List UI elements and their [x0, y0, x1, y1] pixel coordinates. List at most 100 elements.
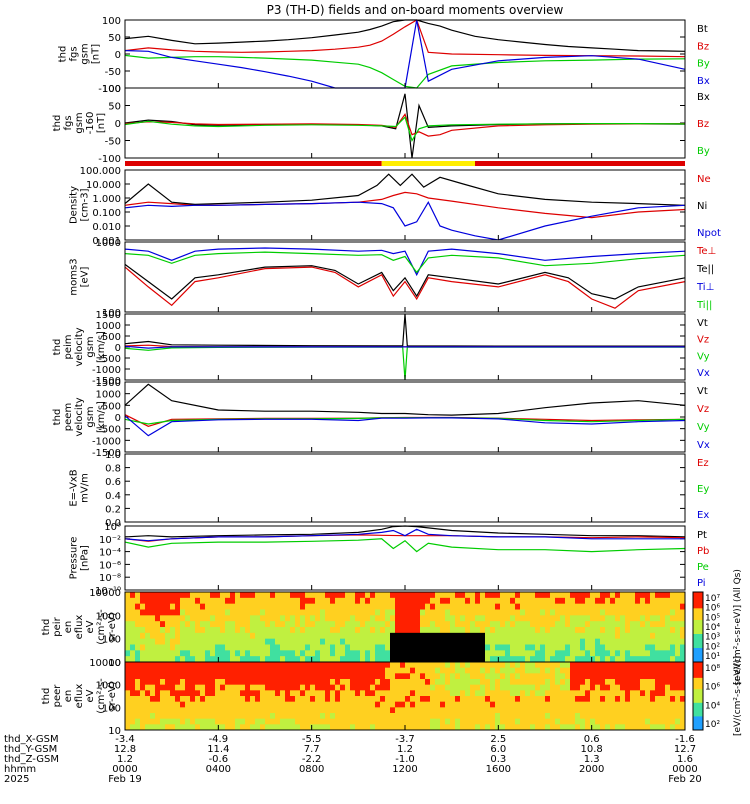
heatmap-cell: [505, 707, 511, 714]
heatmap-cell: [500, 679, 506, 686]
heatmap-cell: [565, 644, 571, 651]
heatmap-cell: [405, 684, 411, 691]
heatmap-cell: [570, 621, 576, 628]
heatmap-cell: [130, 632, 136, 640]
heatmap-cell: [345, 718, 351, 725]
heatmap-cell: [155, 662, 161, 669]
heatmap-cell: [385, 679, 391, 686]
heatmap-cell: [565, 662, 571, 669]
heatmap-cell: [540, 667, 546, 674]
heatmap-cell: [675, 627, 681, 634]
heatmap-cell: [170, 603, 176, 610]
heatmap-cell: [490, 603, 496, 610]
heatmap-cell: [415, 603, 421, 610]
heatmap-cell: [570, 627, 576, 634]
heatmap-cell: [440, 701, 446, 708]
heatmap-cell: [140, 638, 146, 645]
heatmap-cell: [255, 696, 261, 703]
heatmap-cell: [495, 662, 501, 669]
heatmap-cell: [275, 684, 281, 691]
heatmap-cell: [630, 615, 636, 622]
heatmap-cell: [310, 673, 316, 680]
heatmap-cell: [185, 656, 191, 663]
heatmap-cell: [390, 627, 396, 634]
heatmap-cell: [445, 667, 451, 674]
heatmap-cell: [440, 603, 446, 610]
heatmap-cell: [140, 684, 146, 691]
heatmap-cell: [520, 597, 526, 605]
heatmap-cell: [130, 667, 136, 674]
heatmap-cell: [525, 673, 531, 680]
heatmap-cell: [230, 701, 236, 708]
heatmap-cell: [295, 638, 301, 645]
heatmap-cell: [515, 597, 521, 605]
heatmap-cell: [260, 597, 266, 605]
heatmap-cell: [560, 650, 566, 657]
heatmap-cell: [385, 707, 391, 714]
heatmap-cell: [295, 707, 301, 714]
heatmap-cell: [500, 701, 506, 708]
heatmap-cell: [420, 718, 426, 725]
heatmap-cell: [610, 597, 616, 605]
heatmap-cell: [400, 592, 406, 599]
heatmap-cell: [310, 679, 316, 686]
heatmap-cell: [265, 673, 271, 680]
heatmap-cell: [340, 701, 346, 708]
heatmap-cell: [285, 597, 291, 605]
heatmap-cell: [650, 724, 656, 731]
heatmap-cell: [605, 673, 611, 680]
heatmap-cell: [675, 673, 681, 680]
heatmap-cell: [670, 656, 676, 663]
heatmap-cell: [290, 707, 296, 714]
heatmap-cell: [380, 638, 386, 645]
heatmap-cell: [440, 627, 446, 634]
heatmap-cell: [170, 632, 176, 640]
heatmap-cell: [580, 650, 586, 657]
heatmap-cell: [420, 701, 426, 708]
heatmap-cell: [195, 684, 201, 691]
heatmap-cell: [590, 718, 596, 725]
heatmap-cell: [425, 696, 431, 703]
heatmap-cell: [170, 592, 176, 599]
heatmap-cell: [215, 701, 221, 708]
heatmap-cell: [610, 690, 616, 697]
heatmap-cell: [670, 713, 676, 720]
heatmap-cell: [400, 690, 406, 697]
heatmap-cell: [135, 684, 141, 691]
heatmap-cell: [540, 679, 546, 686]
heatmap-cell: [655, 638, 661, 645]
heatmap-cell: [525, 696, 531, 703]
series-line-Bz: [124, 112, 686, 137]
heatmap-cell: [600, 701, 606, 708]
heatmap-cell: [450, 667, 456, 674]
heatmap-cell: [405, 707, 411, 714]
heatmap-cell: [275, 656, 281, 663]
heatmap-cell: [680, 615, 686, 622]
heatmap-cell: [380, 673, 386, 680]
heatmap-cell: [240, 603, 246, 610]
heatmap-cell: [125, 673, 131, 680]
heatmap-cell: [130, 673, 136, 680]
heatmap-cell: [215, 713, 221, 720]
heatmap-cell: [520, 621, 526, 628]
heatmap-cell: [540, 638, 546, 645]
heatmap-cell: [470, 707, 476, 714]
heatmap-cell: [180, 713, 186, 720]
heatmap-cell: [430, 718, 436, 725]
heatmap-cell: [565, 638, 571, 645]
heatmap-cell: [430, 662, 436, 669]
heatmap-cell: [195, 638, 201, 645]
heatmap-cell: [605, 644, 611, 651]
heatmap-cell: [520, 592, 526, 599]
heatmap-cell: [315, 597, 321, 605]
heatmap-cell: [380, 603, 386, 610]
heatmap-cell: [295, 713, 301, 720]
heatmap-cell: [650, 696, 656, 703]
y-tick-label: 1500: [96, 310, 121, 321]
heatmap-cell: [530, 662, 536, 669]
heatmap-cell: [505, 644, 511, 651]
heatmap-cell: [180, 724, 186, 731]
heatmap-cell: [150, 701, 156, 708]
heatmap-cell: [395, 603, 401, 610]
legend-entry: Bz: [697, 41, 709, 52]
